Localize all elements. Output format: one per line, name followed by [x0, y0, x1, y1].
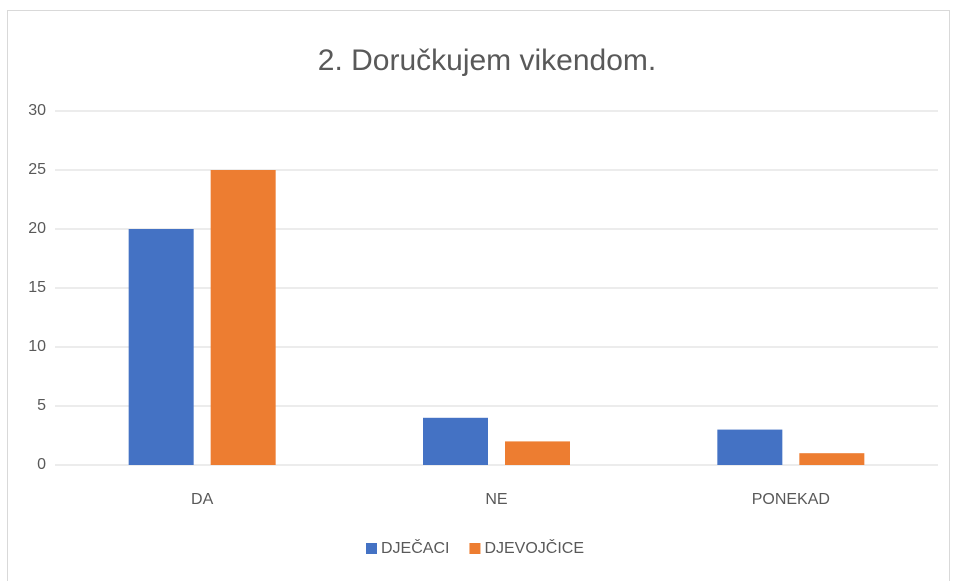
bar [799, 453, 865, 465]
bar [717, 429, 783, 465]
y-tick-label: 10 [28, 338, 46, 355]
y-tick-label: 15 [28, 279, 46, 296]
y-tick-label: 0 [37, 456, 46, 473]
x-tick-label: DA [191, 491, 214, 508]
y-tick-label: 25 [28, 161, 46, 178]
y-tick-label: 5 [37, 397, 46, 414]
x-tick-label: NE [485, 491, 507, 508]
bar [423, 417, 488, 465]
legend-label: DJEVOJČICE [484, 538, 584, 557]
y-tick-label: 20 [28, 220, 46, 237]
legend-swatch [469, 543, 481, 554]
legend-swatch [366, 543, 377, 554]
legend-label: DJEČACI [381, 538, 449, 557]
y-tick-label: 30 [28, 102, 46, 119]
chart-title: 2. Doručkujem vikendom. [318, 44, 656, 77]
bar [128, 229, 194, 465]
bar [505, 441, 570, 465]
bar [210, 170, 276, 465]
x-tick-label: PONEKAD [752, 491, 830, 508]
